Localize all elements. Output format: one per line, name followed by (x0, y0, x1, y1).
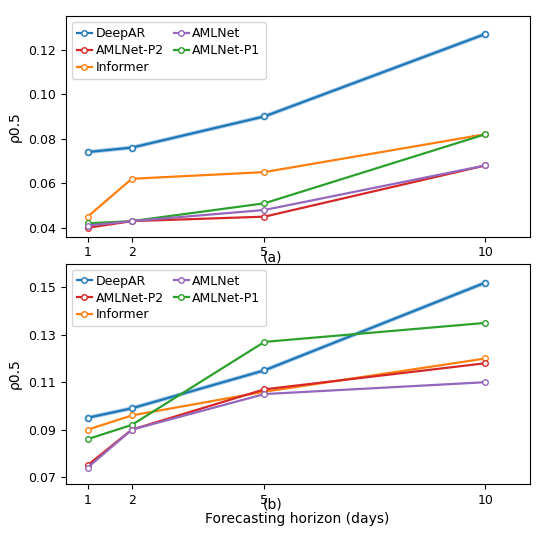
DeepAR (482, 279, 489, 286)
Text: (b): (b) (263, 498, 283, 512)
AMLNet (261, 207, 268, 213)
AMLNet-P1 (128, 218, 135, 224)
Informer (482, 355, 489, 362)
DeepAR (261, 367, 268, 373)
Line: AMLNet-P1: AMLNet-P1 (85, 131, 488, 226)
Text: (a): (a) (263, 250, 283, 264)
Line: AMLNet: AMLNet (85, 162, 488, 228)
Informer (261, 169, 268, 175)
Informer (482, 131, 489, 137)
Y-axis label: ρ0.5: ρ0.5 (8, 358, 22, 390)
X-axis label: Forecasting horizon (days): Forecasting horizon (days) (205, 513, 390, 527)
Line: AMLNet-P1: AMLNet-P1 (85, 320, 488, 442)
AMLNet-P2 (84, 224, 91, 231)
AMLNet-P2 (84, 462, 91, 469)
Y-axis label: ρ0.5: ρ0.5 (8, 111, 22, 142)
AMLNet (482, 162, 489, 168)
Line: Informer: Informer (85, 356, 488, 433)
AMLNet (84, 222, 91, 229)
Line: AMLNet: AMLNet (85, 379, 488, 470)
AMLNet-P2 (261, 214, 268, 220)
Legend: DeepAR, AMLNet-P2, Informer, AMLNet, AMLNet-P1: DeepAR, AMLNet-P2, Informer, AMLNet, AML… (72, 270, 265, 327)
AMLNet-P1 (128, 422, 135, 428)
DeepAR (482, 31, 489, 37)
Informer (261, 388, 268, 395)
DeepAR (128, 405, 135, 412)
AMLNet-P2 (261, 386, 268, 393)
Informer (84, 214, 91, 220)
AMLNet-P2 (128, 218, 135, 224)
AMLNet-P2 (482, 360, 489, 366)
Line: DeepAR: DeepAR (85, 280, 488, 421)
Informer (128, 175, 135, 182)
AMLNet-P2 (482, 162, 489, 168)
Informer (84, 427, 91, 433)
AMLNet (128, 218, 135, 224)
AMLNet (84, 464, 91, 471)
DeepAR (84, 415, 91, 421)
DeepAR (84, 149, 91, 155)
DeepAR (128, 144, 135, 151)
AMLNet-P1 (482, 320, 489, 326)
Line: AMLNet-P2: AMLNet-P2 (85, 360, 488, 468)
AMLNet-P1 (84, 220, 91, 226)
Informer (128, 412, 135, 419)
AMLNet-P1 (261, 338, 268, 345)
AMLNet (482, 379, 489, 385)
Line: DeepAR: DeepAR (85, 31, 488, 155)
AMLNet (128, 427, 135, 433)
X-axis label: Forecasting horizon (days): Forecasting horizon (days) (205, 265, 390, 279)
AMLNet-P2 (128, 427, 135, 433)
Line: Informer: Informer (85, 131, 488, 220)
AMLNet-P1 (482, 131, 489, 137)
Line: AMLNet-P2: AMLNet-P2 (85, 162, 488, 231)
AMLNet-P1 (261, 200, 268, 207)
DeepAR (261, 113, 268, 119)
AMLNet-P1 (84, 436, 91, 442)
AMLNet (261, 391, 268, 397)
Legend: DeepAR, AMLNet-P2, Informer, AMLNet, AMLNet-P1: DeepAR, AMLNet-P2, Informer, AMLNet, AML… (72, 23, 265, 79)
